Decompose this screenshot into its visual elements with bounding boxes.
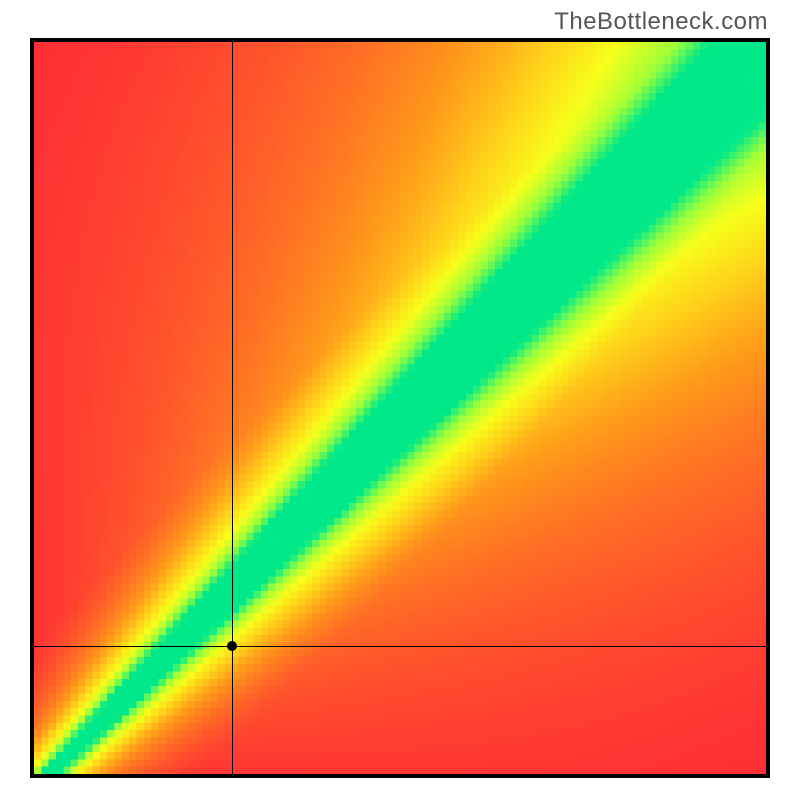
watermark-text: TheBottleneck.com: [554, 8, 768, 36]
crosshair-marker: [227, 641, 237, 651]
plot-frame: [30, 38, 770, 778]
crosshair-vertical: [232, 42, 233, 774]
chart-container: TheBottleneck.com: [0, 0, 800, 800]
crosshair-horizontal: [34, 646, 766, 647]
heatmap-canvas: [34, 42, 766, 774]
